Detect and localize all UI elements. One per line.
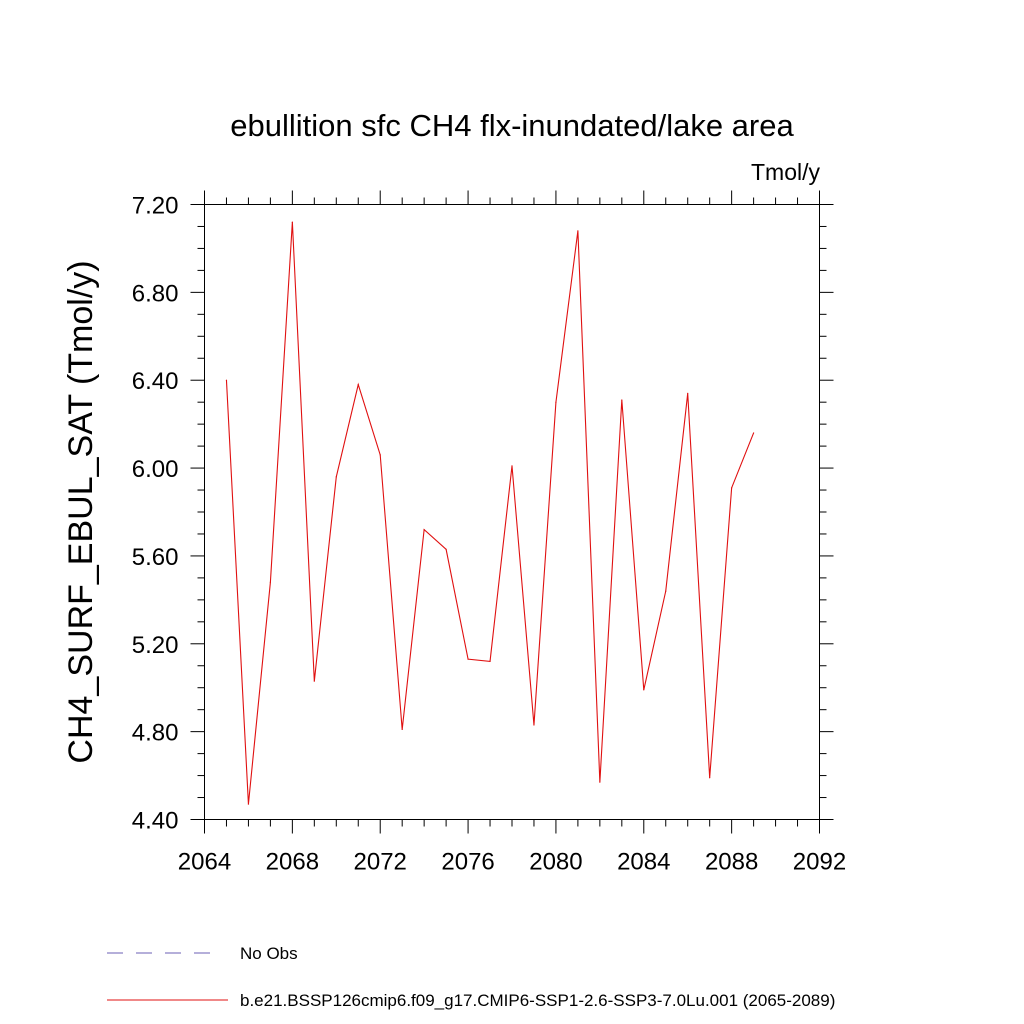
data-point <box>247 803 250 805</box>
data-point <box>467 658 469 660</box>
data-point <box>423 528 425 531</box>
x-tick-labels: 2064 2068 2072 2076 2080 2084 2088 2092 <box>178 849 846 876</box>
data-point <box>709 777 711 779</box>
y-tick-label: 5.20 <box>132 632 179 659</box>
x-tick-label: 2092 <box>793 849 846 876</box>
x-tick-label: 2068 <box>266 849 319 876</box>
data-point <box>687 392 689 394</box>
data-point <box>357 384 359 386</box>
data-point <box>291 221 293 223</box>
data-point <box>401 728 403 731</box>
data-point <box>665 590 667 592</box>
y-tick-label: 6.40 <box>132 368 179 395</box>
axis-ticks <box>190 190 834 834</box>
y-tick-label: 7.20 <box>132 193 179 220</box>
data-point <box>577 230 579 232</box>
data-point <box>313 680 315 682</box>
data-point <box>511 465 513 467</box>
x-tick-label: 2072 <box>354 849 407 876</box>
plot-lines <box>225 221 755 805</box>
data-point <box>225 379 228 381</box>
y-tick-label: 6.00 <box>132 456 179 483</box>
data-point <box>753 432 755 434</box>
series-line-1 <box>225 222 755 805</box>
plot-frame <box>204 204 820 820</box>
x-tick-label: 2064 <box>178 849 231 876</box>
x-tick-label: 2088 <box>705 849 758 876</box>
data-point <box>445 548 447 550</box>
x-tick-label: 2080 <box>529 849 582 876</box>
data-point <box>533 724 535 726</box>
legend-label-run: b.e21.BSSP126cmip6.f09_g17.CMIP6-SSP1-2.… <box>240 991 835 1010</box>
x-tick-label: 2084 <box>617 849 670 876</box>
y-tick-labels: 4.40 4.80 5.20 5.60 6.00 6.40 6.80 7.20 <box>132 193 179 835</box>
legend-label-no-obs: No Obs <box>240 944 298 963</box>
data-point <box>489 660 491 662</box>
y-tick-label: 4.80 <box>132 720 179 747</box>
y-tick-label: 6.80 <box>132 280 179 307</box>
data-point <box>599 781 601 783</box>
data-point <box>379 454 381 456</box>
data-point <box>621 399 623 401</box>
y-tick-label: 5.60 <box>132 544 179 571</box>
data-point <box>269 581 271 583</box>
chart-title: ebullition sfc CH4 flx-inundated/lake ar… <box>230 108 794 143</box>
data-point <box>335 476 337 478</box>
data-point <box>731 487 733 489</box>
data-point <box>643 689 645 691</box>
x-tick-label: 2076 <box>441 849 494 876</box>
units-label: Tmol/y <box>751 159 821 185</box>
y-tick-label: 4.40 <box>132 808 179 835</box>
y-axis-label: CH4_SURF_EBUL_SAT (Tmol/y) <box>62 260 100 763</box>
data-point <box>555 401 557 403</box>
legend: No Obs b.e21.BSSP126cmip6.f09_g17.CMIP6-… <box>107 944 835 1010</box>
